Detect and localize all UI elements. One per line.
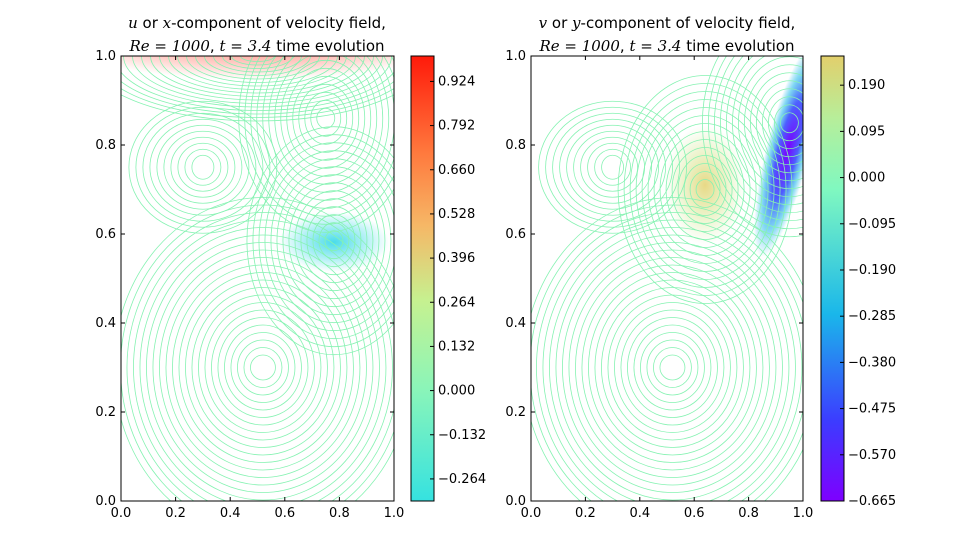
v-ytick-label: 0.0 [505,494,526,509]
v-colorbar-tick-label: 0.000 [848,171,885,186]
u-xtick-label: 0.2 [165,506,186,521]
u-title-line1: u or x-component of velocity field, [128,14,386,32]
u-xtick-label: 0.4 [220,506,241,521]
u-colorbar-tick-label: −0.132 [438,428,486,443]
u-colorbar-tick-label: −0.264 [438,472,486,487]
u-colorbar-tick-label: 0.660 [438,163,475,178]
v-colorbar-tick-label: −0.570 [848,448,896,463]
u-ytick-label: 0.8 [95,138,116,153]
u-ytick-label: 0.4 [95,316,116,331]
u-xtick-label: 1.0 [384,506,405,521]
u-ytick-label: 0.0 [95,494,116,509]
v-ytick-label: 0.4 [505,316,526,331]
v-xtick-label: 0.4 [629,506,650,521]
u-ytick-label: 0.2 [95,405,116,420]
v-ytick-label: 1.0 [505,49,526,64]
u-velocity-panel: u or x-component of velocity field, Re =… [88,0,487,538]
v-colorbar [821,56,844,501]
v-colorbar-tick-label: 0.190 [848,78,885,93]
v-xtick-label: 0.8 [738,506,759,521]
v-xtick-label: 0.6 [684,506,705,521]
v-ytick-label: 0.8 [505,138,526,153]
u-colorbar-tick-label: 0.264 [438,295,475,310]
u-contour-field [88,0,428,538]
u-xtick-label: 0.6 [274,506,295,521]
v-xtick-label: 1.0 [793,506,814,521]
v-colorbar-tick-label: −0.475 [848,402,896,417]
v-colorbar-tick-label: −0.190 [848,263,896,278]
v-colorbar-tick-label: −0.665 [848,494,896,509]
u-colorbar-tick-label: 0.396 [438,251,475,266]
v-xtick-label: 0.2 [575,506,596,521]
u-ytick-label: 1.0 [95,49,116,64]
u-colorbar-tick-label: 0.000 [438,384,475,399]
u-ytick-label: 0.6 [95,227,116,242]
u-colorbar-tick-label: 0.132 [438,339,475,354]
u-colorbar-tick-label: 0.792 [438,119,475,134]
v-title-line1: v or y-component of velocity field, [539,14,796,32]
u-colorbar [411,56,434,501]
u-xtick-label: 0.8 [329,506,350,521]
u-title-line2: Re = 1000, t = 3.4 time evolution [128,37,384,55]
v-colorbar-tick-label: −0.380 [848,355,896,370]
v-velocity-panel: v or y-component of velocity field, Re =… [505,9,896,538]
v-ytick-label: 0.2 [505,405,526,420]
v-title-line2: Re = 1000, t = 3.4 time evolution [538,37,794,55]
v-ytick-label: 0.6 [505,227,526,242]
v-colorbar-tick-label: −0.285 [848,309,896,324]
v-colorbar-tick-label: −0.095 [848,217,896,232]
u-colorbar-tick-label: 0.924 [438,74,475,89]
u-colorbar-tick-label: 0.528 [438,207,475,222]
v-colorbar-tick-label: 0.095 [848,124,885,139]
